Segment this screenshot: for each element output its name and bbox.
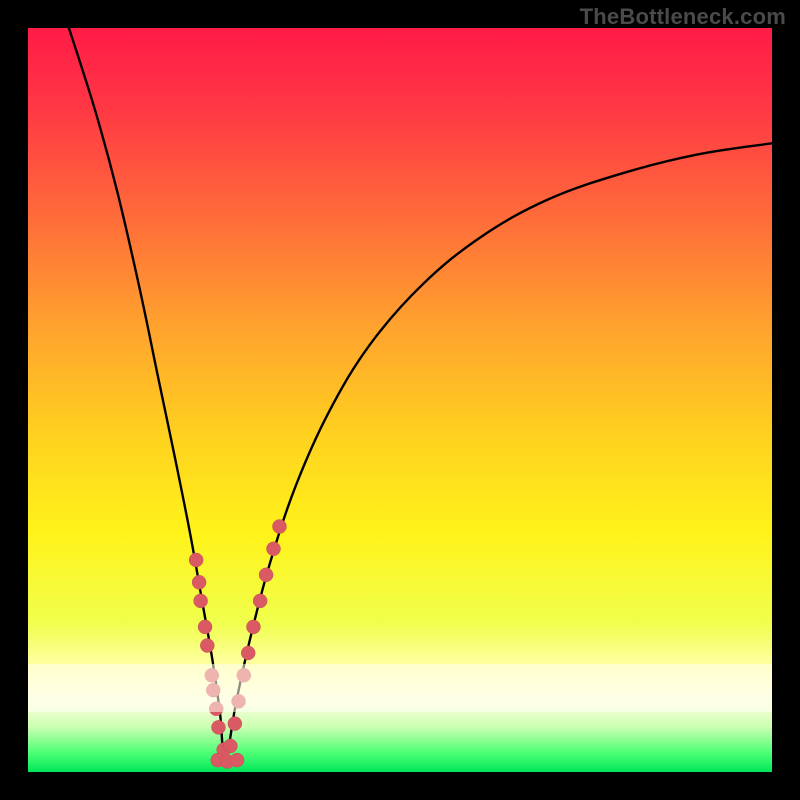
data-marker (198, 620, 212, 634)
data-marker (272, 519, 286, 533)
data-marker (200, 639, 214, 653)
data-marker (189, 553, 203, 567)
watermark-text: TheBottleneck.com (580, 4, 786, 30)
data-marker (194, 594, 208, 608)
bottleneck-curve (69, 28, 772, 761)
markers-left-arm (189, 553, 231, 757)
data-marker (211, 720, 225, 734)
data-marker (241, 646, 255, 660)
data-marker (205, 668, 219, 682)
chart-stage: TheBottleneck.com (0, 0, 800, 800)
data-marker (259, 568, 273, 582)
data-marker (223, 739, 237, 753)
data-marker (267, 542, 281, 556)
data-marker (228, 717, 242, 731)
data-marker (192, 575, 206, 589)
data-marker (253, 594, 267, 608)
markers-right-arm (223, 519, 286, 752)
curve-layer (28, 28, 772, 772)
data-marker (206, 683, 220, 697)
data-marker (209, 702, 223, 716)
plot-area (28, 28, 772, 772)
data-marker (237, 668, 251, 682)
data-marker (246, 620, 260, 634)
markers-bottom (211, 753, 244, 768)
data-marker (230, 753, 244, 767)
data-marker (232, 694, 246, 708)
